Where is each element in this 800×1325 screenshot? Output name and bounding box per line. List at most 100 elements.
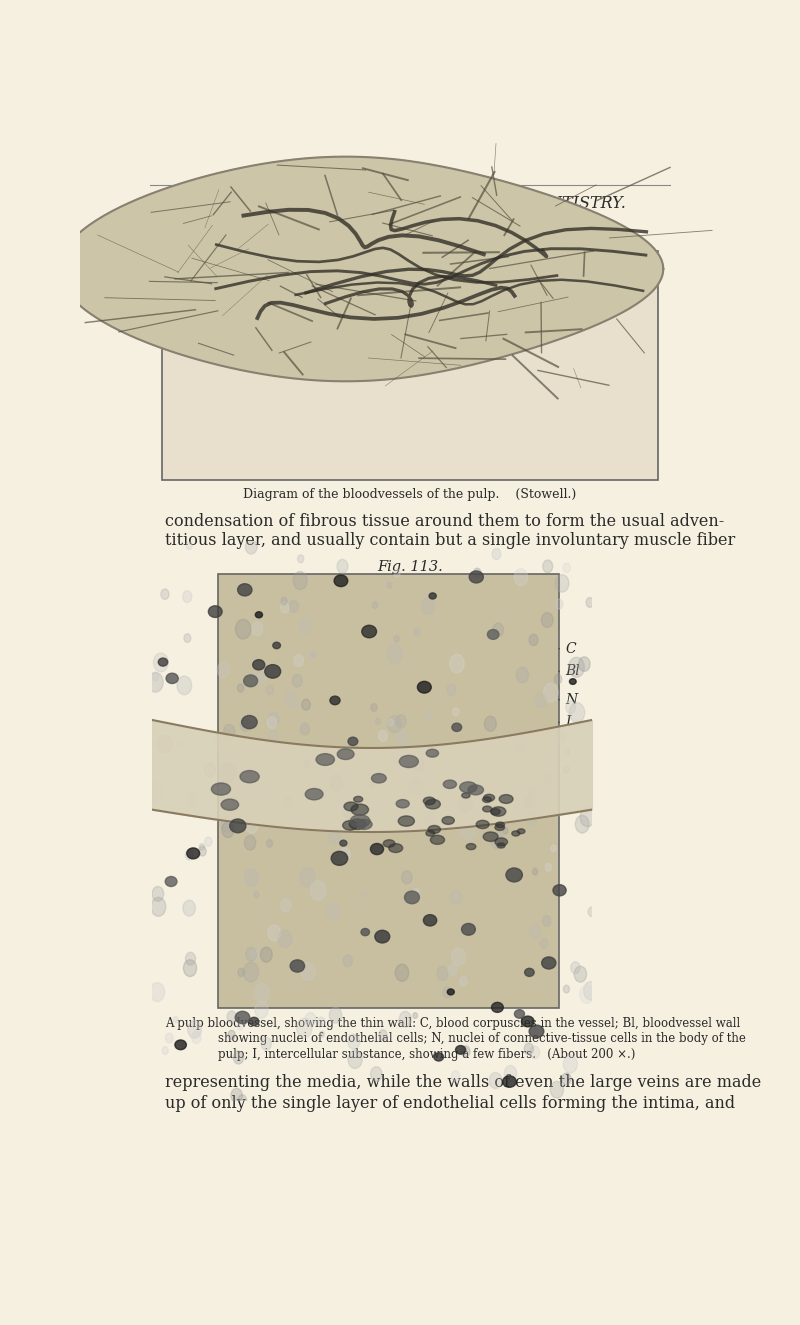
Ellipse shape bbox=[175, 1040, 186, 1049]
Circle shape bbox=[300, 868, 315, 886]
Circle shape bbox=[588, 908, 595, 917]
Ellipse shape bbox=[396, 799, 410, 808]
Circle shape bbox=[274, 745, 283, 755]
Circle shape bbox=[448, 965, 457, 977]
Circle shape bbox=[228, 765, 233, 771]
Circle shape bbox=[420, 803, 426, 811]
Circle shape bbox=[348, 1051, 362, 1068]
Circle shape bbox=[502, 828, 508, 835]
Text: DENTAL HISTOLOGY AND OPERATIVE DENTISTRY.: DENTAL HISTOLOGY AND OPERATIVE DENTISTRY… bbox=[194, 195, 626, 212]
Circle shape bbox=[192, 1032, 201, 1044]
Circle shape bbox=[148, 782, 164, 803]
Circle shape bbox=[586, 598, 594, 607]
Circle shape bbox=[300, 723, 310, 735]
Circle shape bbox=[450, 655, 464, 673]
Ellipse shape bbox=[514, 1010, 525, 1018]
Circle shape bbox=[238, 969, 244, 977]
Ellipse shape bbox=[496, 822, 505, 828]
Circle shape bbox=[285, 796, 292, 806]
Circle shape bbox=[493, 623, 503, 636]
Circle shape bbox=[173, 1016, 178, 1023]
Circle shape bbox=[231, 1088, 242, 1102]
Circle shape bbox=[358, 786, 365, 795]
Ellipse shape bbox=[491, 1002, 503, 1012]
Ellipse shape bbox=[186, 848, 200, 859]
Ellipse shape bbox=[418, 681, 431, 693]
Circle shape bbox=[492, 549, 501, 559]
Ellipse shape bbox=[462, 792, 470, 798]
Ellipse shape bbox=[512, 831, 520, 836]
Ellipse shape bbox=[383, 840, 395, 847]
Circle shape bbox=[450, 890, 462, 905]
Circle shape bbox=[460, 977, 467, 986]
Circle shape bbox=[542, 560, 553, 572]
Circle shape bbox=[214, 738, 222, 749]
Ellipse shape bbox=[495, 837, 507, 845]
Circle shape bbox=[504, 1065, 517, 1081]
Ellipse shape bbox=[460, 782, 477, 792]
Circle shape bbox=[340, 848, 350, 861]
Ellipse shape bbox=[455, 1045, 466, 1055]
Ellipse shape bbox=[330, 696, 340, 705]
Circle shape bbox=[388, 716, 401, 733]
Ellipse shape bbox=[429, 592, 436, 599]
Ellipse shape bbox=[462, 924, 475, 935]
Ellipse shape bbox=[249, 1018, 259, 1026]
Circle shape bbox=[218, 662, 230, 678]
Circle shape bbox=[330, 1007, 342, 1023]
Ellipse shape bbox=[405, 890, 419, 904]
Text: titious layer, and usually contain but a single involuntary muscle fiber: titious layer, and usually contain but a… bbox=[165, 533, 735, 550]
Circle shape bbox=[298, 555, 304, 563]
Ellipse shape bbox=[399, 755, 418, 767]
Circle shape bbox=[516, 668, 529, 682]
Circle shape bbox=[186, 953, 195, 965]
Circle shape bbox=[161, 588, 169, 599]
Ellipse shape bbox=[443, 780, 457, 788]
Ellipse shape bbox=[525, 969, 534, 977]
Circle shape bbox=[254, 669, 266, 684]
Ellipse shape bbox=[470, 571, 483, 583]
Ellipse shape bbox=[316, 754, 334, 766]
Ellipse shape bbox=[502, 1076, 516, 1088]
Circle shape bbox=[289, 600, 298, 612]
Circle shape bbox=[223, 725, 235, 739]
Text: A pulp bloodvessel, showing the thin wall: C, blood corpuscles in the vessel; Bl: A pulp bloodvessel, showing the thin wal… bbox=[165, 1018, 740, 1030]
Circle shape bbox=[266, 685, 274, 694]
Circle shape bbox=[545, 863, 551, 872]
Circle shape bbox=[162, 1047, 168, 1055]
Circle shape bbox=[317, 788, 322, 796]
Circle shape bbox=[394, 568, 400, 576]
Ellipse shape bbox=[529, 1026, 544, 1037]
Ellipse shape bbox=[342, 820, 358, 831]
Circle shape bbox=[198, 847, 206, 856]
Circle shape bbox=[278, 930, 292, 947]
Circle shape bbox=[414, 628, 419, 636]
Circle shape bbox=[461, 1045, 470, 1057]
Circle shape bbox=[528, 787, 536, 796]
Circle shape bbox=[319, 1031, 325, 1037]
Ellipse shape bbox=[242, 716, 257, 729]
Ellipse shape bbox=[273, 643, 281, 649]
Circle shape bbox=[254, 892, 259, 898]
Ellipse shape bbox=[350, 819, 366, 829]
Circle shape bbox=[269, 730, 278, 742]
Circle shape bbox=[205, 837, 212, 847]
Circle shape bbox=[516, 745, 524, 754]
Circle shape bbox=[580, 807, 595, 827]
Text: condensation of fibrous tissue around them to form the usual adven-: condensation of fibrous tissue around th… bbox=[165, 513, 724, 530]
Ellipse shape bbox=[290, 959, 305, 973]
Circle shape bbox=[458, 794, 473, 812]
Ellipse shape bbox=[434, 1053, 443, 1061]
Ellipse shape bbox=[238, 584, 252, 596]
Circle shape bbox=[327, 904, 340, 921]
Circle shape bbox=[260, 947, 272, 962]
Ellipse shape bbox=[542, 957, 556, 969]
Circle shape bbox=[234, 1051, 244, 1064]
Ellipse shape bbox=[375, 930, 390, 943]
Ellipse shape bbox=[398, 816, 414, 827]
Bar bbox=[162, 250, 658, 481]
Circle shape bbox=[530, 796, 538, 804]
Ellipse shape bbox=[426, 749, 438, 757]
Circle shape bbox=[298, 617, 311, 635]
Circle shape bbox=[204, 763, 215, 776]
